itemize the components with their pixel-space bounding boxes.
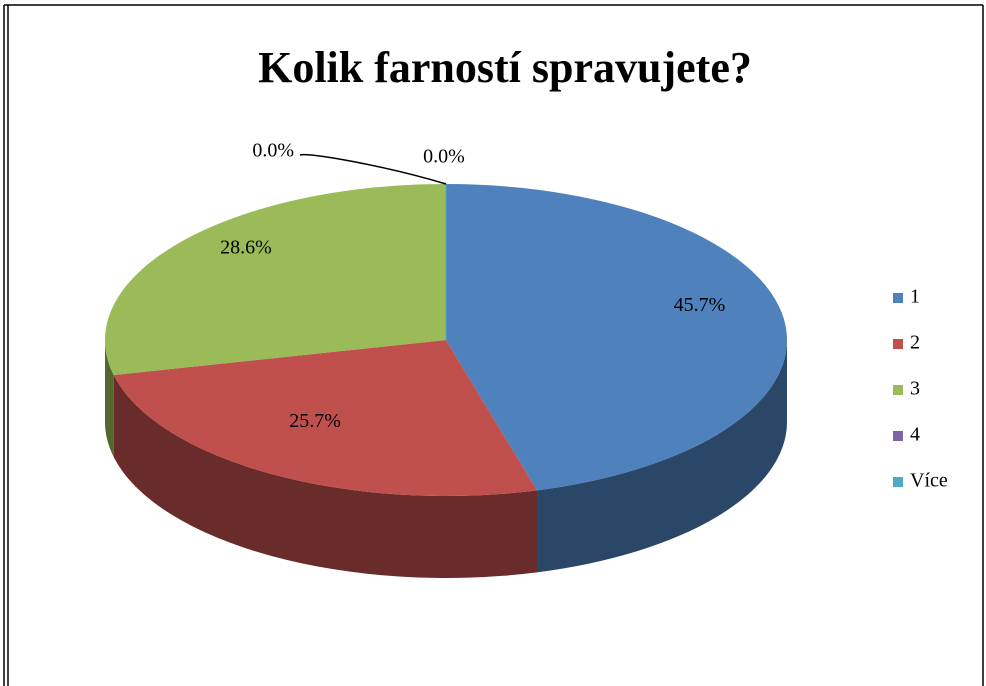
chart-title: Kolik farností spravujete?	[258, 43, 752, 92]
data-label: 0.0%	[252, 140, 294, 162]
legend-swatch	[893, 431, 903, 441]
data-label: 0.0%	[423, 146, 465, 168]
slice	[113, 340, 538, 496]
slice-side	[113, 374, 538, 578]
legend-label: 1	[910, 286, 920, 308]
legend-label: 2	[910, 332, 920, 354]
slice	[446, 184, 787, 491]
data-label: 28.6%	[220, 237, 272, 259]
data-label: 45.7%	[674, 294, 726, 316]
leader-line	[299, 153, 447, 185]
legend-label: 3	[910, 378, 920, 400]
legend-swatch	[893, 339, 903, 349]
legend-swatch	[893, 477, 903, 487]
legend-swatch	[893, 385, 903, 395]
legend-label: 4	[910, 424, 920, 446]
slice-side	[537, 340, 787, 573]
legend-swatch	[893, 293, 903, 303]
slice-side	[105, 340, 114, 457]
data-label: 25.7%	[289, 410, 341, 432]
slice	[104, 184, 446, 375]
legend-label: Více	[910, 470, 948, 492]
